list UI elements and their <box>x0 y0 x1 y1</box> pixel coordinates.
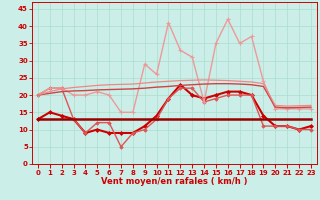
X-axis label: Vent moyen/en rafales ( km/h ): Vent moyen/en rafales ( km/h ) <box>101 177 248 186</box>
